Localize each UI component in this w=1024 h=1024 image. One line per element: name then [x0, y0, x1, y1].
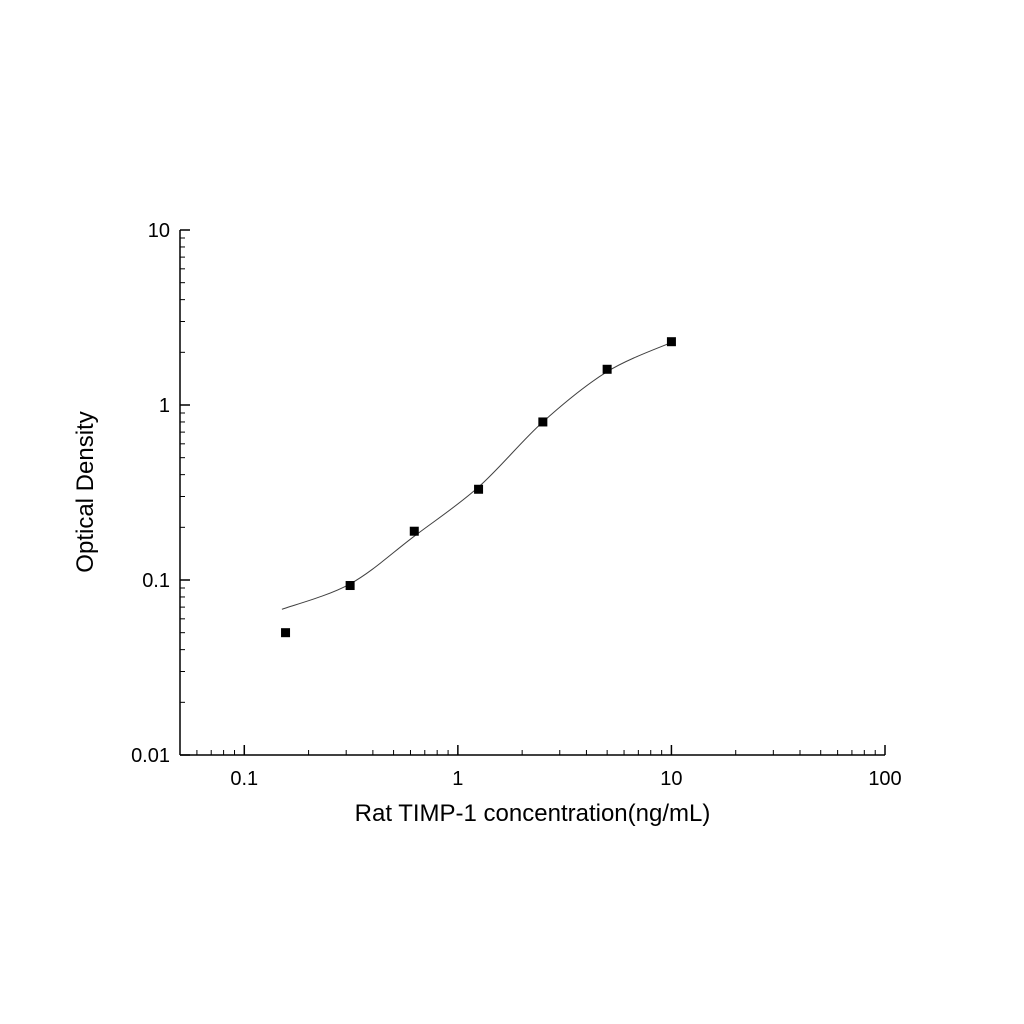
data-point — [281, 628, 291, 638]
y-tick-label: 10 — [148, 220, 170, 242]
y-axis-title: Optical Density — [72, 411, 99, 573]
y-tick-label: 0.01 — [131, 745, 170, 767]
y-tick-label: 1 — [159, 395, 170, 417]
x-tick-label: 10 — [660, 768, 682, 790]
data-point — [409, 526, 419, 536]
fit-curve — [281, 341, 672, 610]
data-point — [474, 484, 484, 494]
x-tick-label: 0.1 — [230, 768, 258, 790]
x-axis-title: Rat TIMP-1 concentration(ng/mL) — [354, 800, 711, 827]
x-tick-label: 1 — [452, 768, 463, 790]
y-tick-label: 0.1 — [142, 570, 170, 592]
data-point — [345, 581, 355, 591]
x-tick-label: 100 — [868, 768, 901, 790]
data-point — [666, 337, 676, 347]
data-point — [602, 364, 612, 374]
data-point — [538, 417, 548, 427]
